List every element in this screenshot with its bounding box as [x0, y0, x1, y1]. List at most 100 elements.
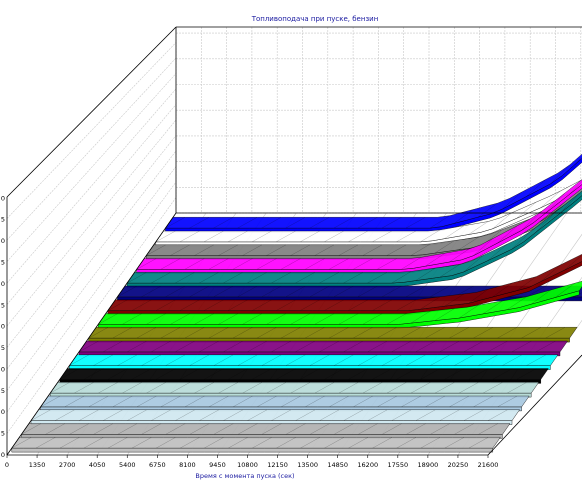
ribbon-hatch	[309, 423, 330, 435]
ribbon-hatch	[439, 340, 460, 353]
ribbon-hatch	[189, 423, 210, 435]
ribbon-hatch	[184, 395, 205, 408]
ribbon-hatch	[531, 289, 551, 305]
ribbon-hatch	[492, 282, 513, 298]
ribbon-hatch	[165, 285, 186, 298]
ribbon-hatch	[564, 254, 582, 270]
ribbon-hatch	[473, 395, 494, 408]
y-tick-label: 0	[1, 194, 5, 202]
ribbon-hatch	[300, 437, 321, 449]
ribbon-hatch	[444, 437, 465, 449]
ribbon-hatch	[343, 409, 364, 421]
ribbon-hatch	[74, 382, 94, 394]
ribbon-hatch	[377, 327, 397, 339]
left-grid-line	[6, 166, 177, 391]
ribbon-hatch	[550, 164, 570, 185]
ribbon-hatch	[319, 409, 340, 421]
ribbon-hatch	[227, 230, 248, 243]
ribbon-hatch	[338, 244, 359, 256]
ribbon-hatch	[314, 244, 335, 256]
ribbon-hatch	[285, 285, 306, 298]
ribbon-hatch	[131, 299, 152, 311]
y-tick-label: 0	[1, 365, 5, 373]
series-ribbons	[11, 153, 582, 453]
ribbon-hatch	[535, 340, 556, 353]
y-tick-label: 5	[1, 430, 5, 438]
ribbon-hatch	[454, 423, 475, 435]
y-tick-labels: 0 5 0 5 0 5 0 5 0 5 0 5 0	[1, 194, 5, 459]
ribbon-hatch	[232, 395, 253, 408]
ribbon-hatch	[540, 264, 561, 282]
ribbon-hatch	[453, 209, 474, 224]
ribbon-hatch	[444, 368, 465, 380]
ribbon-hatch	[526, 179, 546, 197]
ribbon-hatch	[444, 293, 465, 307]
ribbon-hatch	[362, 382, 383, 394]
ribbon-hatch	[497, 327, 518, 339]
ribbon-hatch	[127, 340, 147, 353]
ribbon-hatch	[516, 276, 537, 291]
ribbon-hatch	[420, 437, 441, 449]
ribbon-hatch	[146, 313, 167, 325]
ribbon-hatch	[30, 409, 51, 421]
ribbon-hatch	[463, 409, 484, 421]
ribbon-hatch	[208, 327, 229, 339]
ribbon-hatch	[487, 340, 508, 353]
ribbon-hatch	[468, 368, 489, 380]
ribbon-hatch	[261, 285, 282, 298]
ribbon-hatch	[415, 409, 436, 421]
ribbon-hatch	[405, 217, 426, 229]
ribbon-hatch	[396, 437, 417, 449]
ribbon-hatch	[184, 258, 205, 270]
ribbon-hatch	[473, 327, 494, 339]
ribbon-hatch	[357, 285, 378, 298]
ribbon-hatch	[141, 423, 162, 435]
ribbon-hatch	[208, 258, 229, 270]
ribbon-hatch	[276, 437, 297, 449]
ribbon-hatch	[396, 368, 417, 380]
ribbon-hatch	[59, 368, 80, 380]
ribbon-hatch	[131, 437, 152, 449]
y-tick-label: 0	[1, 237, 5, 245]
ribbon-hatch	[521, 327, 542, 339]
ribbon-hatch	[430, 423, 450, 435]
ribbon-hatch	[21, 423, 42, 435]
ribbon-hatch	[343, 272, 364, 284]
ribbon-hatch	[271, 340, 292, 353]
ribbon-hatch	[425, 395, 446, 408]
ribbon-hatch	[434, 308, 455, 321]
ribbon-hatch	[131, 368, 152, 380]
ribbon-hatch	[353, 258, 373, 270]
ribbon-hatch	[362, 313, 383, 325]
ribbon-hatch	[281, 395, 301, 408]
ribbon-hatch	[242, 313, 263, 325]
ribbon-hatch	[463, 255, 484, 273]
ribbon-hatch	[430, 354, 450, 366]
ribbon-hatch	[194, 244, 215, 256]
ribbon-hatch	[468, 289, 489, 304]
ribbon-hatch	[112, 395, 133, 408]
ribbon-hatch	[127, 409, 147, 421]
ribbon-hatch	[218, 313, 239, 325]
left-grid-line	[6, 150, 177, 370]
ribbon-hatch	[247, 272, 267, 284]
ribbon-hatch	[271, 272, 292, 284]
ribbon-hatch	[261, 354, 282, 366]
back-wall-grid	[175, 27, 582, 214]
left-grid-line	[6, 181, 177, 413]
ribbon-hatch	[300, 230, 320, 243]
ribbon-hatch	[410, 310, 431, 324]
series-ribbon-top	[59, 368, 549, 380]
ribbon-hatch	[98, 313, 118, 325]
frame-left-top-edge	[6, 26, 177, 198]
x-tick-label: 13500	[297, 461, 318, 469]
ribbon-hatch	[256, 395, 277, 408]
series-ribbon-top	[30, 409, 520, 421]
ribbon-hatch	[511, 230, 532, 250]
ribbon-hatch	[180, 437, 200, 449]
ribbon-hatch	[290, 313, 311, 325]
ribbon-hatch	[155, 299, 176, 311]
ribbon-hatch	[415, 340, 436, 353]
ribbon-hatch	[391, 409, 412, 421]
ribbon-hatch	[170, 244, 190, 256]
